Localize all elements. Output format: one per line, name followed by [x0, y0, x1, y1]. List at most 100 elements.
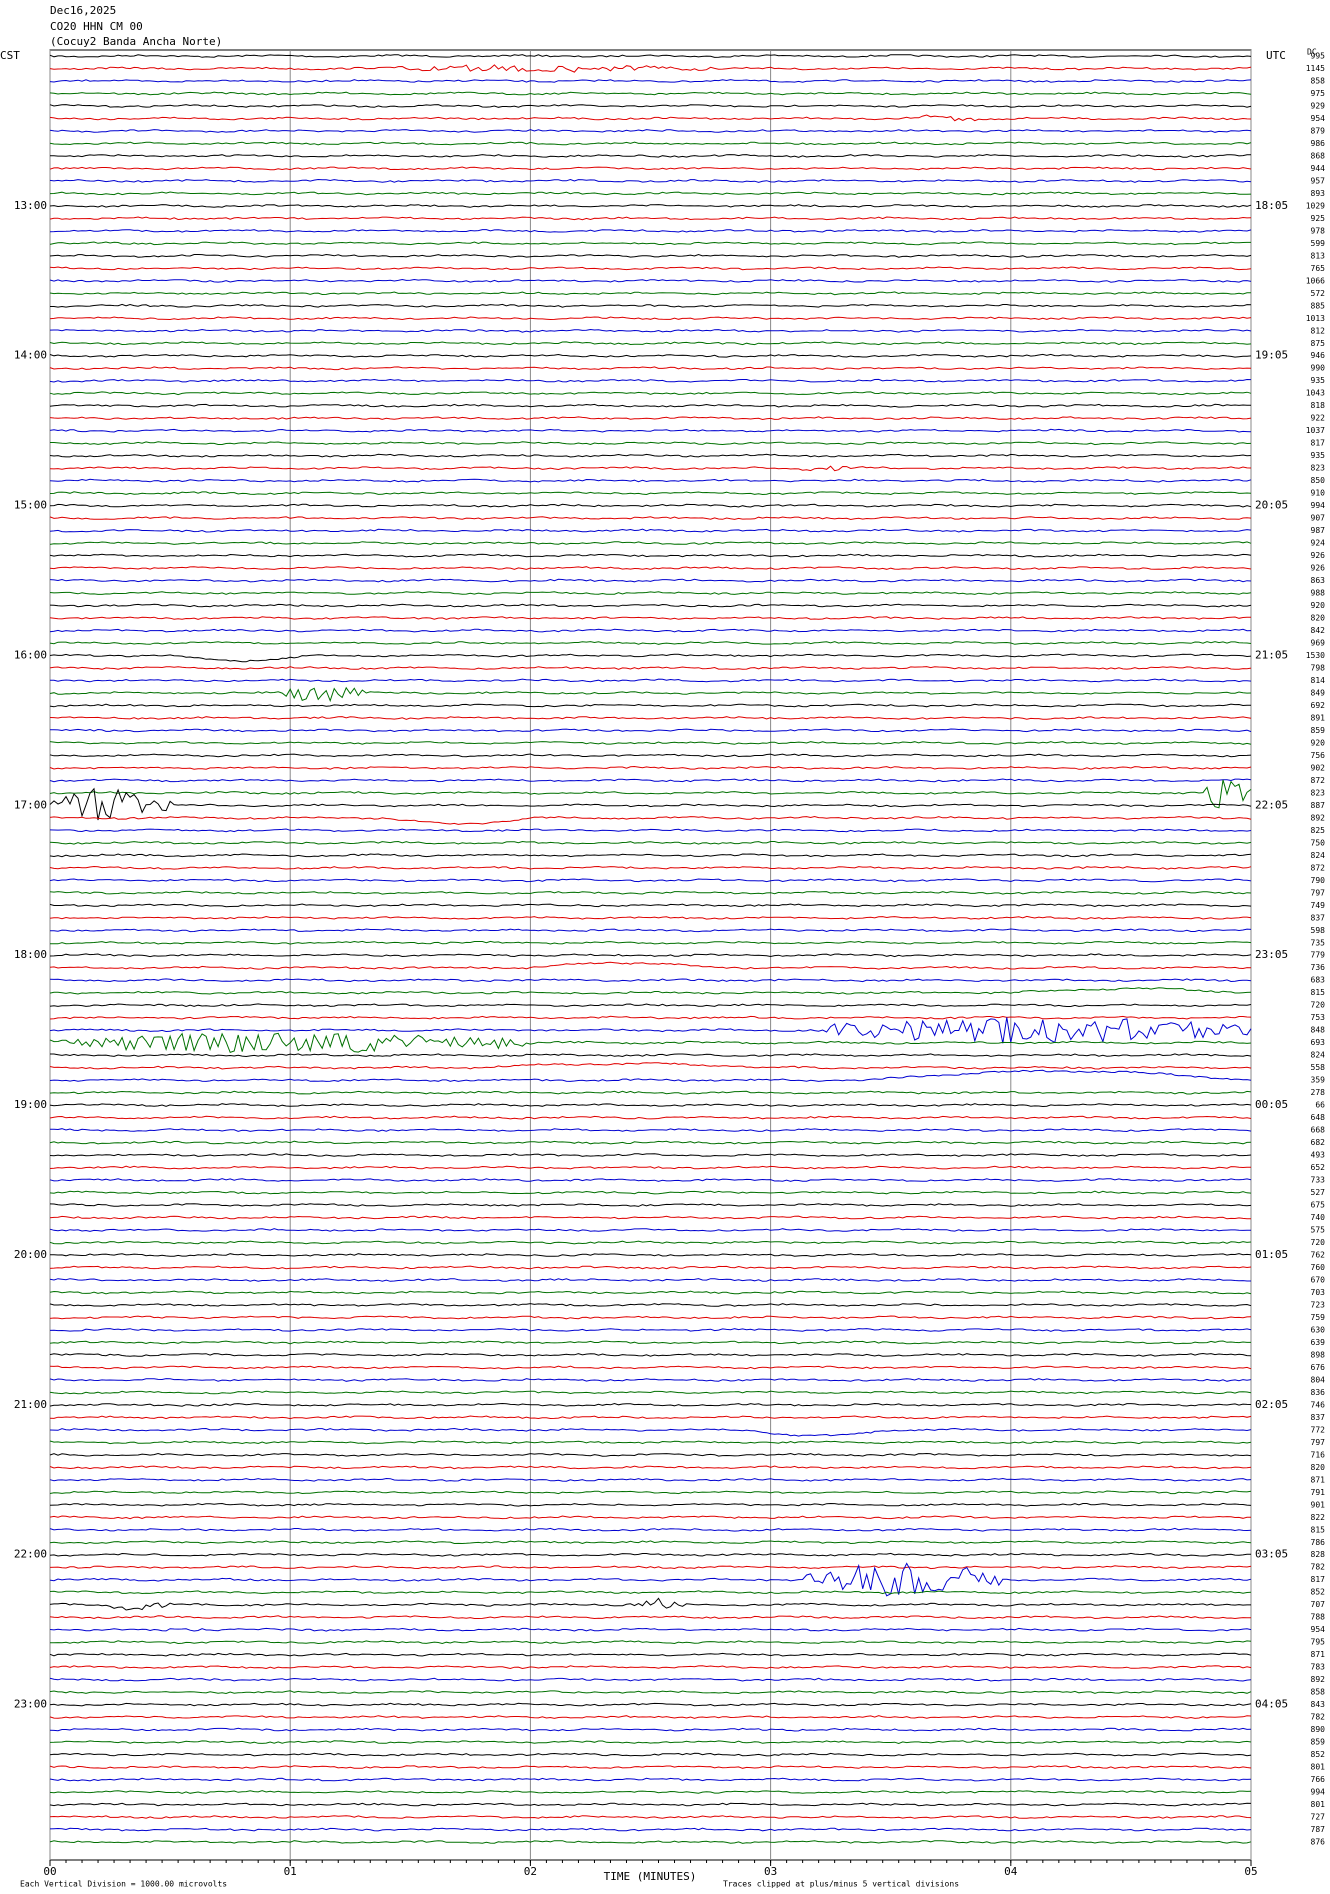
trace-scale-label: 837	[1311, 1413, 1326, 1422]
trace	[49, 1153, 1252, 1157]
trace-scale-label: 599	[1311, 239, 1326, 248]
right-time-label: 18:05	[1255, 199, 1288, 212]
trace	[49, 1115, 1252, 1120]
trace	[50, 1253, 1252, 1257]
trace	[49, 1062, 1252, 1070]
trace-scale-label: 858	[1311, 76, 1326, 85]
trace-scale-label: 670	[1311, 1275, 1326, 1284]
trace-scale-label: 720	[1311, 1238, 1326, 1247]
left-time-label: 18:00	[14, 948, 47, 961]
trace-scale-label: 872	[1311, 863, 1326, 872]
trace-scale-label: 786	[1311, 1538, 1326, 1547]
trace-scale-label: 920	[1311, 738, 1326, 747]
trace-scale-label: 359	[1311, 1076, 1326, 1085]
trace	[49, 453, 1252, 458]
trace	[49, 241, 1251, 246]
right-zone: UTC	[1266, 49, 1286, 62]
trace-scale-label: 954	[1311, 1625, 1326, 1634]
trace-scale-label: 944	[1311, 164, 1326, 173]
trace	[49, 278, 1252, 283]
trace-scale-label: 893	[1311, 189, 1326, 198]
trace	[49, 1562, 1252, 1597]
trace	[49, 1427, 1252, 1437]
trace	[49, 961, 1252, 970]
trace-scale-label: 987	[1311, 526, 1326, 535]
trace-scale-label: 872	[1311, 776, 1326, 785]
trace	[50, 441, 1252, 446]
trace-scale-label: 766	[1311, 1775, 1326, 1784]
trace-scale-label: 683	[1311, 976, 1326, 985]
trace	[50, 928, 1252, 933]
trace	[49, 1477, 1252, 1482]
trace-scale-label: 954	[1311, 114, 1326, 123]
left-time-label: 13:00	[14, 199, 47, 212]
trace	[49, 79, 1252, 83]
trace-scale-label: 924	[1311, 539, 1326, 548]
trace	[49, 1340, 1251, 1345]
trace-scale-label: 820	[1311, 614, 1326, 623]
trace	[49, 253, 1252, 258]
trace-scale-label: 850	[1311, 476, 1326, 485]
right-time-label: 03:05	[1255, 1548, 1288, 1561]
trace-scale-label: 994	[1311, 501, 1326, 510]
trace	[49, 1378, 1252, 1382]
trace-scale-label: 814	[1311, 676, 1326, 685]
trace-scale-label: 675	[1311, 1201, 1326, 1210]
trace	[49, 341, 1252, 346]
trace	[49, 1228, 1251, 1232]
trace	[49, 104, 1252, 108]
trace	[49, 1752, 1252, 1757]
trace	[49, 1652, 1252, 1657]
trace-scale-label: 824	[1311, 851, 1326, 860]
trace-scale-label: 753	[1311, 1013, 1326, 1022]
left-time-label: 16:00	[14, 648, 47, 661]
trace	[49, 753, 1252, 758]
trace-scale-label: 572	[1311, 289, 1326, 298]
trace-scale-label: 926	[1311, 564, 1326, 573]
trace-scale-label: 978	[1311, 226, 1326, 235]
trace	[49, 141, 1252, 146]
trace-scale-label: 801	[1311, 1763, 1326, 1772]
trace-scale-label: 817	[1311, 439, 1326, 448]
trace-scale-label: 859	[1311, 1738, 1326, 1747]
x-tick-label: 01	[284, 1865, 297, 1878]
trace	[49, 915, 1252, 920]
trace-scale-label: 676	[1311, 1363, 1326, 1372]
trace-scale-label: 843	[1311, 1700, 1326, 1709]
trace	[49, 1265, 1252, 1270]
trace-scale-label: 926	[1311, 551, 1326, 560]
trace-scale-label: 749	[1311, 901, 1326, 910]
title: Dec16,2025	[50, 4, 116, 17]
trace-scale-label: 798	[1311, 663, 1326, 672]
trace-scale-label: 1013	[1306, 314, 1325, 323]
trace	[49, 229, 1252, 233]
trace-scale-label: 842	[1311, 626, 1326, 635]
trace-scale-label: 994	[1311, 1788, 1326, 1797]
trace	[49, 1003, 1252, 1008]
right-time-label: 04:05	[1255, 1698, 1288, 1711]
trace	[49, 316, 1252, 321]
trace	[49, 516, 1252, 521]
trace	[49, 91, 1252, 96]
trace	[49, 1103, 1252, 1108]
trace-scale-label: 863	[1311, 576, 1326, 585]
trace	[49, 166, 1252, 171]
trace-scale-label: 797	[1311, 888, 1326, 897]
trace	[49, 1190, 1252, 1195]
trace	[49, 1502, 1252, 1507]
trace-scale-label: 885	[1311, 301, 1326, 310]
trace-scale-label: 707	[1311, 1600, 1326, 1609]
trace	[49, 1328, 1252, 1332]
trace	[49, 603, 1252, 608]
x-tick-label: 02	[524, 1865, 537, 1878]
left-time-label: 21:00	[14, 1398, 47, 1411]
trace-scale-label: 668	[1311, 1126, 1326, 1135]
trace	[49, 828, 1252, 833]
trace-scale-label: 716	[1311, 1450, 1326, 1459]
trace	[49, 1165, 1252, 1170]
trace	[49, 403, 1251, 408]
trace-scale-label: 598	[1311, 926, 1326, 935]
trace-scale-label: 278	[1311, 1088, 1326, 1097]
trace	[49, 1032, 1252, 1054]
